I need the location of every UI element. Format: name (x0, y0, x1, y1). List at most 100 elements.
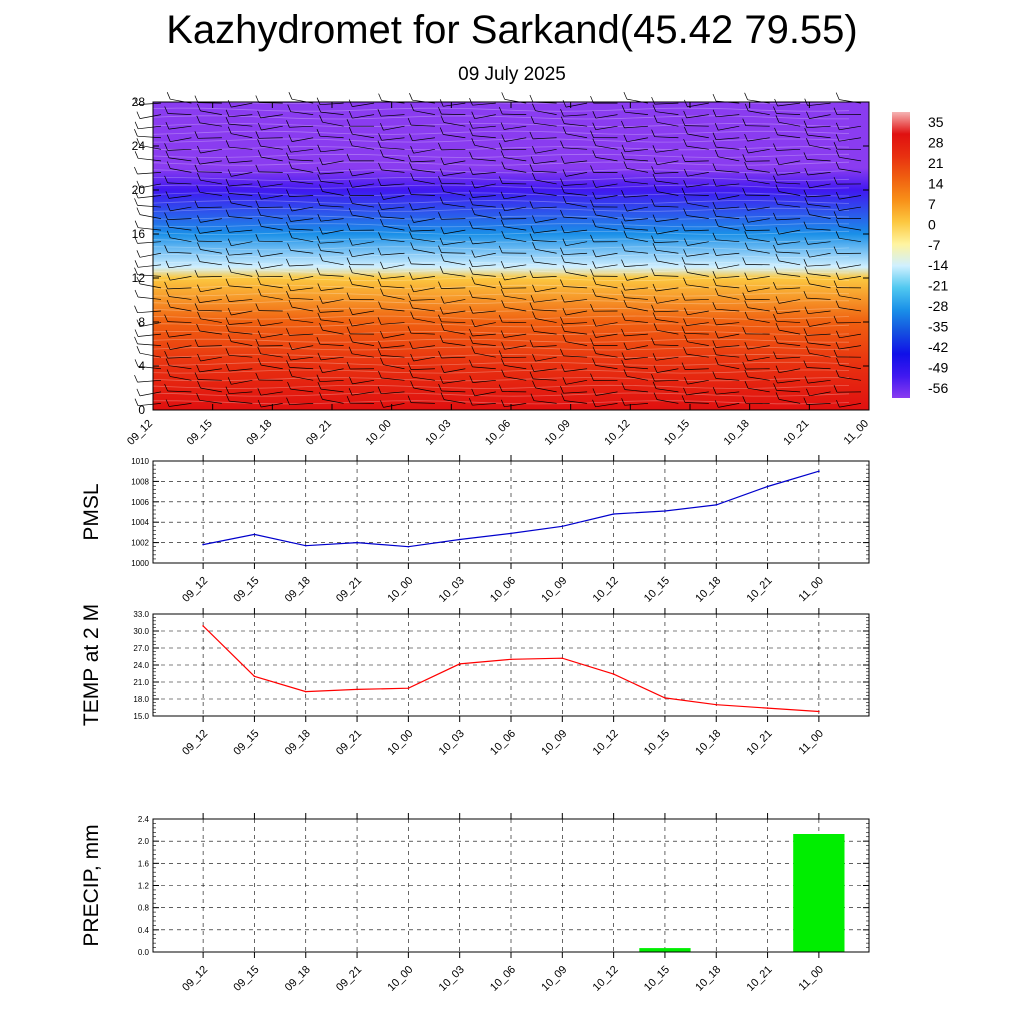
wind-barb (134, 329, 162, 337)
wind-barb (380, 288, 405, 300)
wind-barb (592, 288, 618, 300)
wind-barb-flag (774, 237, 778, 245)
wind-barb-flag (136, 250, 141, 258)
wind-barb-flag (438, 314, 442, 322)
wind-barb-flag (592, 388, 597, 396)
wind-barb-shaft (231, 202, 253, 208)
wind-barb (288, 342, 314, 350)
wind-barb-shaft (170, 376, 192, 381)
wind-barb-shaft (504, 403, 527, 408)
wind-barb (500, 150, 527, 162)
x-tick-label: 11_00 (796, 728, 826, 758)
wind-barb (712, 178, 740, 187)
wind-barb-flag (806, 207, 810, 215)
wind-barb-flag (197, 284, 201, 292)
wind-barb-flag (529, 270, 534, 278)
data-point (356, 688, 358, 691)
wind-barb-shaft (684, 332, 709, 335)
wind-barb (744, 133, 770, 142)
wind-barb-flag (194, 303, 199, 311)
wind-barb-shaft (472, 333, 496, 337)
wind-barb (683, 318, 709, 326)
x-tick-label: 09_12 (125, 418, 155, 448)
wind-barb-flag (257, 399, 262, 408)
wind-barb-flag (683, 387, 687, 396)
wind-barb-shaft (684, 368, 709, 370)
wind-barb-shaft (624, 389, 648, 393)
wind-barb-flag (257, 357, 262, 366)
wind-barb-flag (774, 168, 778, 176)
wind-barb-flag (471, 111, 476, 119)
wind-barb-shaft (654, 136, 679, 139)
wind-barb-shaft (655, 180, 679, 185)
wind-barb-flag (714, 218, 719, 227)
wind-barb (803, 328, 831, 336)
x-tick-label: 09_21 (304, 418, 334, 448)
wind-barb-flag (225, 186, 230, 194)
wind-barb-flag (346, 188, 351, 196)
wind-barb (440, 296, 466, 304)
wind-barb-flag (775, 296, 780, 304)
chart-title: Kazhydromet for Sarkand(45.42 79.55) (166, 8, 858, 52)
wind-barb-shaft (137, 172, 162, 175)
wind-barb-shaft (533, 368, 557, 372)
wind-barb-flag (681, 362, 686, 370)
wind-barb (257, 318, 283, 327)
wind-barb-shaft (229, 146, 253, 150)
wind-barb (744, 369, 770, 381)
wind-barb-shaft (139, 352, 162, 358)
wind-barb-shaft (170, 306, 192, 312)
wind-barb-flag (136, 207, 141, 215)
wind-barb-shaft (718, 264, 740, 270)
contour-line (152, 261, 850, 266)
wind-barb-shaft (715, 137, 740, 141)
wind-barb-shaft (200, 110, 222, 115)
wind-barb-shaft (535, 318, 557, 323)
wind-barb-flag (621, 283, 626, 291)
wind-barb (134, 190, 162, 199)
wind-barb (134, 267, 162, 277)
wind-barb (684, 169, 709, 177)
wind-barb (773, 314, 801, 323)
wind-barb-flag (742, 326, 747, 335)
wind-barb (744, 92, 770, 104)
wind-barb-shaft (169, 365, 192, 370)
wind-barb (592, 330, 618, 338)
wind-barb (714, 261, 740, 270)
wind-barb-shaft (380, 355, 405, 358)
wind-barb-shaft (139, 283, 162, 289)
wind-barb-shaft (474, 283, 496, 289)
wind-barb-flag (684, 126, 688, 135)
y-tick-label: 0.8 (138, 904, 150, 913)
wind-barb-shaft (747, 206, 770, 211)
x-tick-label: 10_09 (539, 728, 569, 758)
wind-barb-flag (227, 238, 232, 246)
wind-barb-flag (501, 342, 505, 350)
wind-barb-flag (500, 122, 505, 130)
wind-barb (346, 119, 375, 127)
wind-barb-flag (835, 272, 840, 280)
wind-barb-flag (742, 223, 747, 231)
wind-barb-shaft (167, 148, 192, 151)
wind-barb (348, 180, 375, 188)
wind-barb (712, 347, 740, 358)
wind-barb-flag (438, 142, 442, 151)
wind-barb (562, 238, 588, 247)
wind-barb-shaft (137, 366, 162, 370)
wind-barb-shaft (383, 364, 405, 370)
wind-barb-shaft (807, 379, 831, 384)
wind-barb (319, 392, 344, 404)
wind-barb-flag (651, 96, 655, 105)
wind-barb (316, 129, 344, 139)
wind-barb-flag (134, 267, 138, 275)
y-tick-label: 0.4 (138, 926, 150, 935)
wind-barb (378, 133, 405, 141)
wind-barb-flag (348, 99, 353, 107)
wind-barb (255, 338, 283, 347)
wind-barb (681, 118, 709, 127)
wind-barb (744, 353, 770, 362)
wind-barb-shaft (624, 287, 648, 291)
wind-barb-shaft (443, 272, 466, 277)
wind-barb-flag (196, 295, 200, 303)
wind-barb-shaft (624, 158, 648, 162)
